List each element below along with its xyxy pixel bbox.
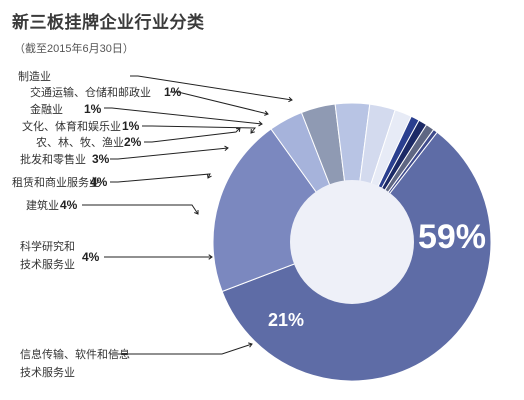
legend-label-text: 技术服务业	[20, 366, 75, 379]
legend-label-text: 信息传输、软件和信息	[20, 347, 130, 361]
leader-arrow	[208, 254, 213, 260]
leader-line	[170, 91, 269, 115]
leader-line	[110, 343, 253, 355]
legend-label-text: 文化、体育和娱乐业	[22, 119, 121, 133]
legend-label: 制造业	[18, 69, 293, 103]
leader-arrow	[194, 210, 199, 215]
legend-label: 金融业 1%	[30, 102, 263, 127]
leader-arrow	[224, 145, 229, 151]
legend-label: 农、林、牧、渔业 2%	[36, 127, 241, 149]
leader-line	[130, 75, 293, 101]
leader-line	[82, 204, 199, 215]
legend-label: 建筑业 4%	[26, 198, 199, 215]
chart-title: 新三板挂牌企业行业分类	[12, 13, 205, 32]
legend-label-text: 交通运输、仓储和邮政业	[30, 85, 151, 99]
legend-label-value: 4%	[60, 198, 78, 212]
legend-label-value: 3%	[92, 152, 110, 166]
legend-label: 交通运输、仓储和邮政业 1%	[30, 85, 269, 116]
leader-line	[110, 147, 229, 160]
leader-arrow	[207, 173, 212, 179]
legend-label: 批发和零售业 3%	[20, 145, 229, 166]
leader-line	[104, 107, 263, 125]
leader-arrow	[248, 342, 253, 348]
legend-label-value: 4%	[90, 175, 108, 189]
legend-label: 文化、体育和娱乐业 1%	[22, 119, 257, 134]
leader-arrow	[236, 127, 241, 132]
legend-label-value: 4%	[82, 250, 100, 264]
leader-line	[144, 127, 241, 143]
leader-line	[142, 125, 257, 134]
legend-label-text: 农、林、牧、渔业	[36, 135, 124, 149]
leader-arrow	[250, 128, 255, 134]
leader-arrow	[288, 96, 293, 103]
legend-label-text: 技术服务业	[20, 258, 75, 271]
legend-label-text: 制造业	[18, 69, 51, 83]
legend-label-text: 建筑业	[26, 198, 59, 212]
donut-hole	[290, 180, 414, 304]
leader-arrow	[258, 121, 263, 127]
slice-value-label: 59%	[418, 218, 486, 256]
legend-label-text: 金融业	[30, 102, 63, 116]
legend-label-value: 1%	[84, 102, 102, 116]
legend-label-text: 科学研究和	[20, 239, 75, 253]
chart-subtitle: （截至2015年6月30日）	[14, 43, 134, 55]
slice-value-label: 21%	[268, 310, 304, 330]
leader-arrow	[264, 110, 269, 116]
legend-label-text: 租赁和商业服务业	[12, 175, 100, 189]
legend-label-value: 1%	[122, 119, 140, 133]
legend-label-text: 批发和零售业	[20, 152, 86, 166]
legend-label-value: 2%	[124, 135, 142, 149]
leader-line	[110, 173, 211, 183]
